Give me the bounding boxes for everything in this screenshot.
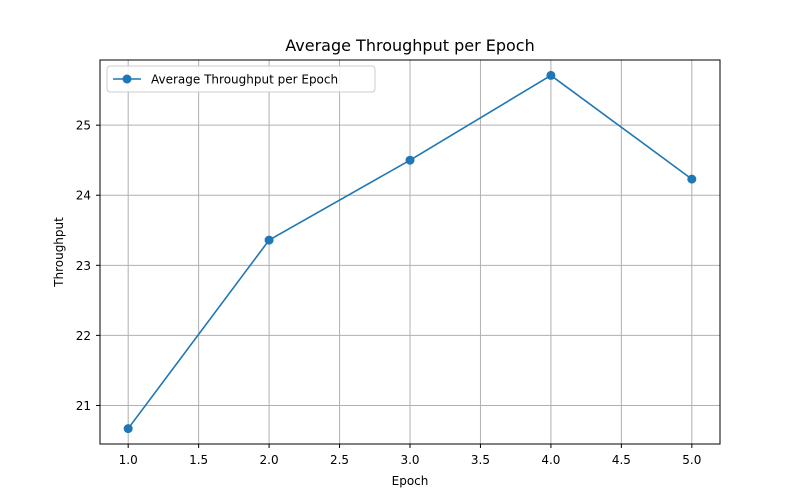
data-point-marker xyxy=(546,70,556,80)
x-tick-label: 4.0 xyxy=(541,453,560,467)
x-tick-label: 5.0 xyxy=(682,453,701,467)
data-point-marker xyxy=(405,155,415,165)
data-point-marker xyxy=(687,174,697,184)
legend-box xyxy=(106,65,376,93)
y-tick-label: 25 xyxy=(76,119,91,133)
y-axis-label: Throughput xyxy=(52,217,66,288)
data-point-marker xyxy=(264,235,274,245)
x-tick-label: 2.5 xyxy=(330,453,349,467)
x-tick-label: 3.5 xyxy=(471,453,490,467)
x-tick-label: 1.5 xyxy=(189,453,208,467)
x-tick-label: 2.0 xyxy=(260,453,279,467)
y-tick-label: 24 xyxy=(76,189,91,203)
legend-marker-swatch xyxy=(122,74,132,84)
x-axis-label: Epoch xyxy=(392,474,429,488)
y-tick-label: 21 xyxy=(76,399,91,413)
grid-lines xyxy=(100,60,720,444)
x-tick-label: 4.5 xyxy=(612,453,631,467)
data-point-marker xyxy=(123,424,133,434)
x-tick-label: 1.0 xyxy=(119,453,138,467)
axis-ticks: 1.0 1.5 2.0 2.5 3.0 3.5 4.0 4.5 5.0 21 22 23 24 25 xyxy=(76,119,702,467)
y-tick-label: 22 xyxy=(76,329,91,343)
legend-label: Average Throughput per Epoch xyxy=(151,73,338,87)
x-tick-label: 3.0 xyxy=(400,453,419,467)
series-layer xyxy=(123,70,697,434)
legend: Average Throughput per Epoch xyxy=(106,65,376,93)
chart-title: Average Throughput per Epoch xyxy=(285,36,534,55)
y-tick-label: 23 xyxy=(76,259,91,273)
